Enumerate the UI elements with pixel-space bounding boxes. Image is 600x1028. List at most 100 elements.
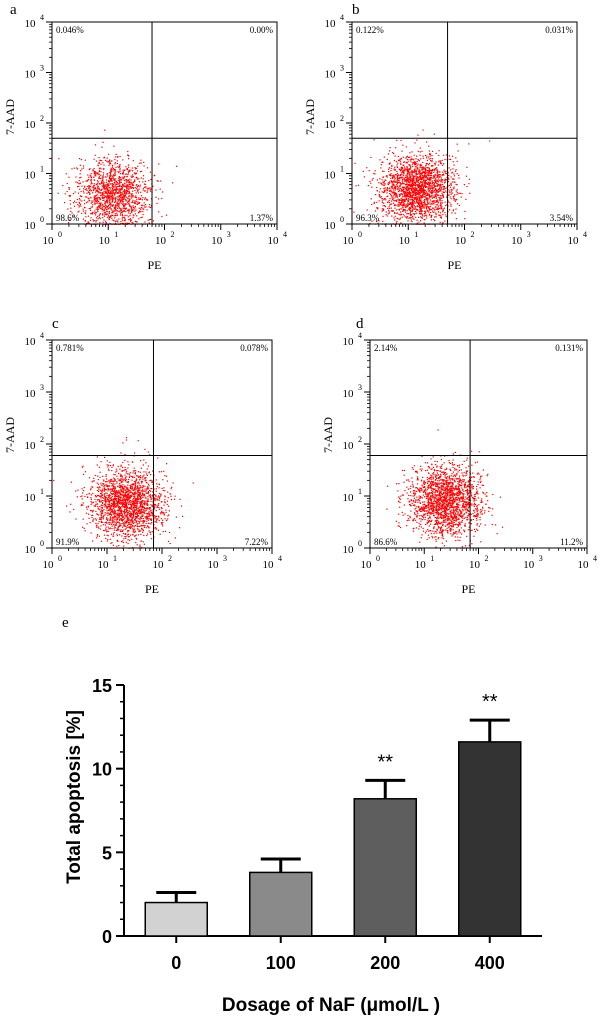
scatter-point [394, 169, 396, 172]
scatter-point [119, 184, 121, 186]
scatter-point [100, 509, 103, 511]
scatter-point [428, 213, 431, 215]
scatter-point [88, 186, 91, 188]
scatter-point [110, 488, 112, 490]
scatter-point [412, 196, 414, 198]
scatter-point [440, 181, 442, 183]
scatter-point [98, 205, 100, 207]
scatter-point [143, 526, 145, 528]
scatter-point [394, 207, 396, 209]
scatter-point [409, 191, 411, 193]
scatter-point [110, 179, 112, 181]
scatter-point [90, 175, 92, 177]
scatter-point [443, 188, 445, 190]
scatter-point [140, 210, 142, 213]
scatter-point [125, 537, 127, 539]
scatter-point [438, 188, 440, 190]
scatter-point [64, 202, 66, 204]
scatter-point [112, 188, 114, 190]
scatter-point [119, 506, 121, 508]
scatter-point [419, 196, 421, 199]
scatter-point [96, 200, 99, 202]
scatter-points-b [353, 129, 491, 225]
scatter-point [146, 199, 148, 201]
scatter-point [433, 190, 435, 192]
scatter-point [94, 171, 96, 173]
scatter-point [393, 177, 395, 179]
scatter-point [118, 206, 120, 208]
scatter-point [88, 176, 90, 178]
scatter-point [438, 154, 440, 157]
scatter-point [383, 156, 385, 158]
scatter-point [424, 181, 426, 183]
scatter-point [409, 180, 411, 182]
scatter-point [126, 509, 128, 511]
scatter-point [137, 185, 139, 187]
scatter-point [157, 198, 160, 200]
scatter-point [424, 185, 426, 187]
scatter-point [423, 199, 425, 202]
scatter-point [95, 518, 97, 520]
scatter-point [88, 477, 91, 479]
scatter-point [463, 184, 465, 186]
scatter-point [118, 492, 120, 494]
scatter-point [410, 194, 412, 196]
scatter-point [117, 498, 119, 500]
scatter-point [423, 175, 425, 177]
scatter-point [114, 527, 116, 529]
scatter-point [419, 200, 422, 202]
scatter-point [118, 484, 120, 486]
scatter-point [425, 208, 428, 210]
scatter-point [124, 198, 126, 201]
scatter-point [119, 482, 121, 485]
scatter-point [406, 176, 408, 178]
scatter-point [413, 182, 416, 184]
scatter-point [400, 193, 402, 195]
scatter-point [117, 198, 119, 200]
scatter-point [439, 189, 441, 191]
scatter-point [145, 502, 147, 504]
scatter-point [459, 192, 461, 194]
scatter-point [446, 173, 448, 175]
scatter-point [408, 193, 411, 195]
scatter-point [433, 186, 435, 188]
scatter-point [125, 439, 127, 441]
scatter-point [398, 203, 400, 205]
scatter-point [431, 158, 434, 160]
scatter-point [121, 475, 123, 477]
scatter-point [441, 202, 443, 204]
scatter-point [121, 214, 123, 217]
scatter-point [114, 474, 116, 476]
scatter-point [438, 176, 440, 178]
scatter-point [131, 479, 133, 481]
scatter-point [399, 169, 401, 171]
scatter-point [129, 218, 131, 220]
scatter-point [394, 197, 396, 199]
scatter-point [69, 511, 71, 513]
scatter-point [129, 527, 131, 529]
scatter-point [417, 180, 419, 182]
scatter-point [114, 172, 116, 174]
x-tick-exponent: 1 [114, 230, 118, 239]
scatter-point [388, 163, 390, 165]
scatter-point [438, 161, 440, 163]
scatter-point [130, 496, 132, 498]
scatter-point [107, 202, 109, 204]
scatter-point [417, 192, 419, 194]
scatter-point [135, 521, 138, 523]
scatter-point [137, 534, 140, 536]
scatter-point [126, 486, 128, 489]
scatter-point [441, 174, 443, 176]
scatter-point [445, 204, 447, 206]
scatter-point [124, 520, 126, 522]
scatter-point [432, 188, 434, 190]
scatter-point [413, 154, 415, 156]
scatter-point [456, 173, 458, 175]
scatter-point [116, 196, 118, 198]
scatter-point [102, 141, 104, 143]
scatter-point [105, 475, 107, 477]
scatter-point [428, 190, 430, 192]
scatter-point [134, 508, 136, 510]
scatter-point [402, 189, 404, 192]
scatter-point [380, 196, 382, 198]
